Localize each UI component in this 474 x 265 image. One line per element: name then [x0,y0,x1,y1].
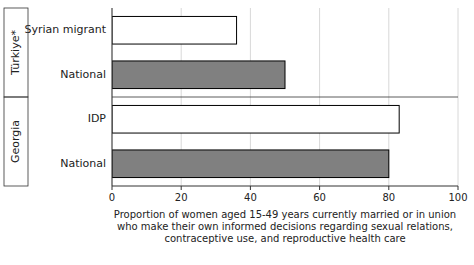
group-box [4,8,28,97]
category-label: National [60,157,106,170]
bar [112,16,237,44]
group-divider [112,97,458,98]
tick-mark [458,186,459,190]
category-label: IDP [88,112,107,125]
tick-mark [181,186,182,190]
category-label: National [60,68,106,81]
group-label: Georgia [9,120,22,163]
tick-label: 40 [244,192,257,203]
tick-label: 0 [109,192,115,203]
category-label: Syrian migrant [24,23,106,36]
tick-label: 60 [313,192,326,203]
x-axis-line [112,186,458,187]
tick-label: 100 [448,192,467,203]
y-axis-line [112,8,113,186]
tick-mark [112,186,113,190]
tick-label: 20 [175,192,188,203]
x-axis-label: Proportion of women aged 15-49 years cur… [114,209,456,220]
x-axis-label: who make their own informed decisions re… [117,221,453,232]
grid-line [112,8,113,186]
tick-mark [319,186,320,190]
bar [112,105,399,133]
bar [112,150,389,178]
group-box [4,97,28,186]
chart: Syrian migrant National Türkiye* IDP Nationa… [0,0,474,265]
bar [112,61,285,89]
x-axis-label: contraceptive use, and reproductive heal… [164,233,405,244]
tick-mark [250,186,251,190]
tick-mark [388,186,389,190]
group-label: Türkiye* [9,30,22,76]
tick-label: 80 [382,192,395,203]
